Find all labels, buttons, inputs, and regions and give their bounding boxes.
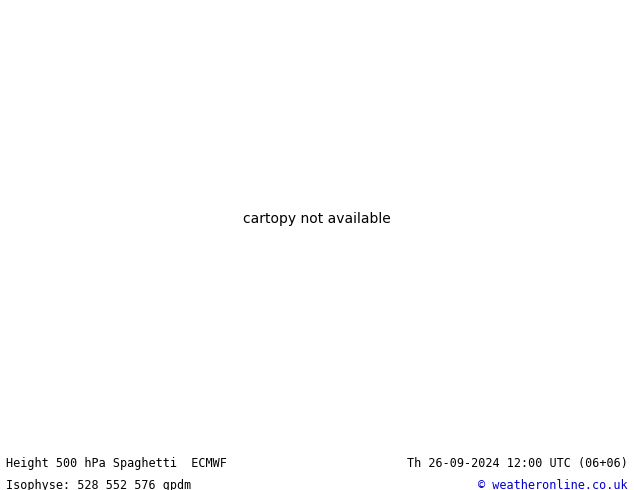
Text: Th 26-09-2024 12:00 UTC (06+06): Th 26-09-2024 12:00 UTC (06+06) <box>407 457 628 470</box>
Text: cartopy not available: cartopy not available <box>243 212 391 226</box>
Text: Height 500 hPa Spaghetti  ECMWF: Height 500 hPa Spaghetti ECMWF <box>6 457 227 470</box>
Text: © weatheronline.co.uk: © weatheronline.co.uk <box>478 479 628 490</box>
Text: Isophyse: 528 552 576 gpdm: Isophyse: 528 552 576 gpdm <box>6 479 191 490</box>
